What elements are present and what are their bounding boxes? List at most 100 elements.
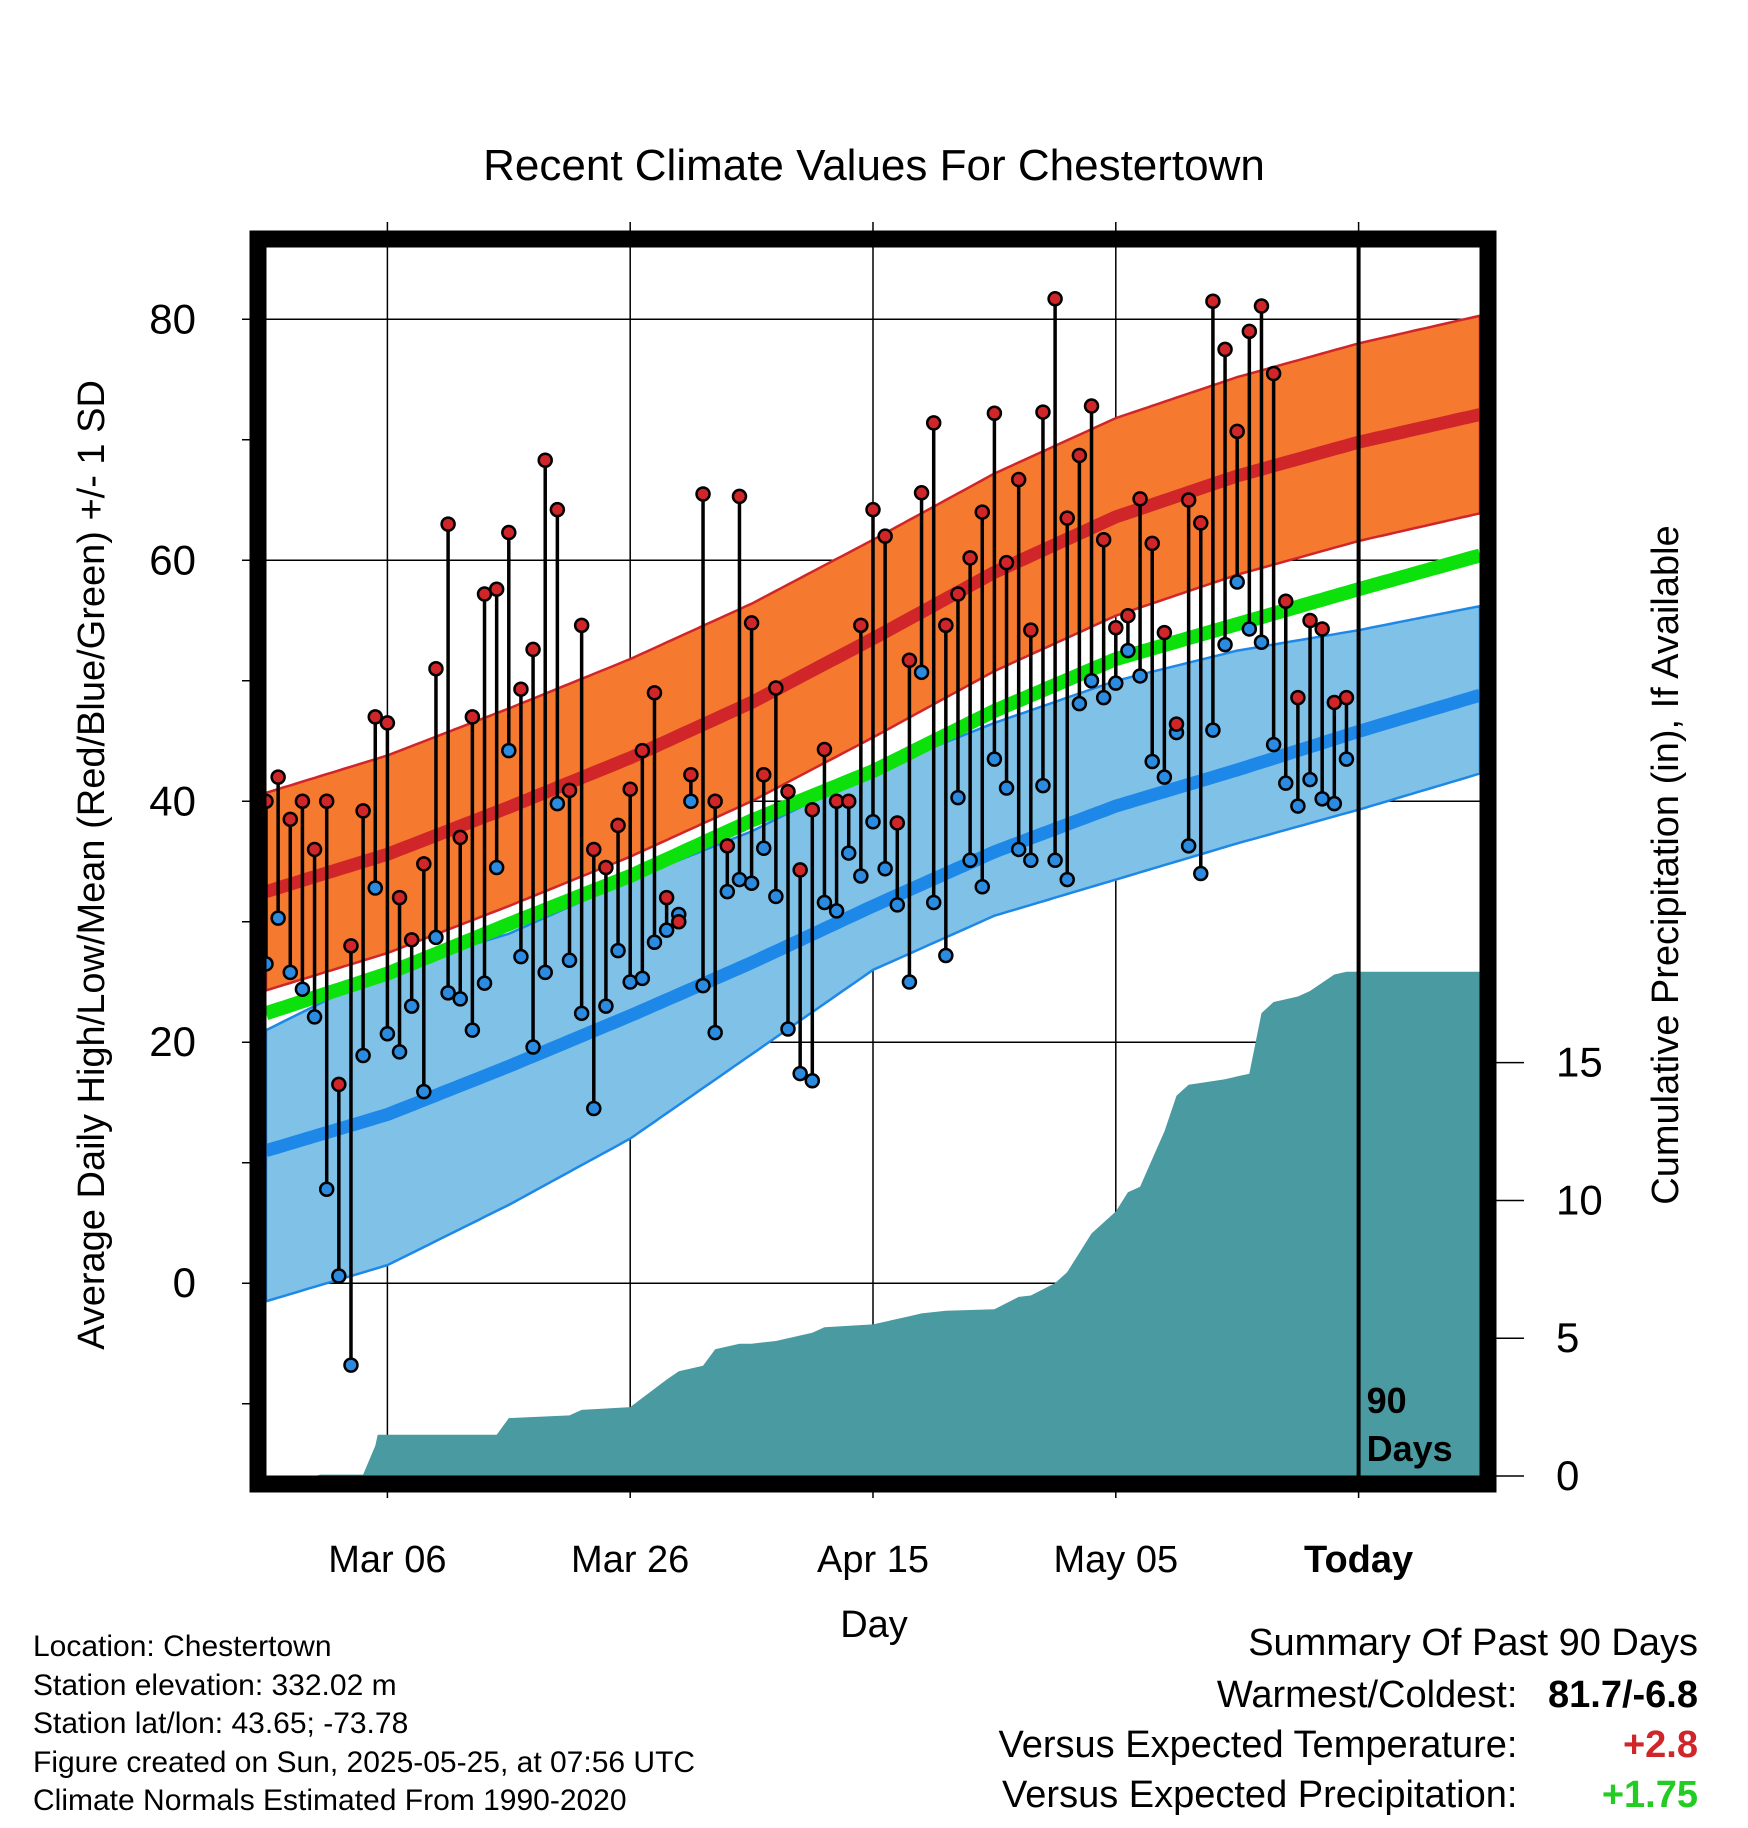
daily-high-point (573, 617, 590, 634)
daily-high-point (1071, 447, 1088, 464)
daily-high-point (355, 803, 371, 819)
daily-low-point (610, 942, 626, 959)
daily-high-point (1253, 298, 1270, 314)
daily-high-point (938, 617, 954, 634)
daily-low-point (391, 1044, 408, 1060)
daily-low-point (513, 948, 529, 965)
daily-high-point (768, 680, 784, 696)
daily-low-point (998, 780, 1015, 796)
daily-high-point (598, 859, 614, 876)
daily-low-point (428, 929, 444, 946)
daily-high-point (1180, 492, 1197, 508)
daily-low-point (343, 1357, 359, 1373)
daily-low-point (986, 751, 1003, 767)
daily-low-point (1278, 775, 1294, 791)
daily-low-point (683, 793, 699, 810)
today-days-label: Days (1367, 1428, 1453, 1469)
daily-high-point (416, 856, 432, 872)
x-tick-label: Today (1304, 1539, 1413, 1581)
daily-low-point (1302, 771, 1318, 788)
daily-high-point (731, 488, 748, 505)
daily-low-point (840, 845, 857, 861)
daily-low-point (1265, 736, 1282, 753)
daily-low-point (877, 860, 893, 877)
daily-high-point (379, 715, 396, 731)
x-tick-label: May 05 (1053, 1539, 1178, 1581)
daily-low-point (379, 1026, 396, 1042)
daily-high-point (1338, 689, 1355, 706)
daily-low-point (476, 975, 493, 991)
daily-low-point (403, 998, 420, 1014)
daily-high-point (294, 793, 311, 810)
daily-high-point (549, 501, 566, 518)
daily-low-point (1205, 722, 1221, 738)
plot-area: 90 Days Mar 06 Mar 26 Apr 15 May 05 Today 0 20 40… (149, 222, 1603, 1581)
daily-low-point (925, 894, 942, 911)
daily-high-point (743, 615, 760, 631)
precip-value: +1.75 (1601, 1774, 1698, 1816)
daily-high-point (865, 501, 881, 518)
daily-high-point (1314, 621, 1330, 637)
daily-low-point (755, 840, 772, 856)
daily-low-point (792, 1065, 808, 1082)
daily-low-point (768, 888, 784, 905)
daily-high-point (1241, 323, 1258, 340)
daily-low-point (804, 1073, 821, 1089)
daily-high-point (1302, 612, 1318, 629)
daily-low-point (416, 1083, 432, 1100)
daily-low-point (962, 852, 978, 869)
daily-low-point (1108, 675, 1124, 691)
daily-high-point (270, 769, 286, 785)
y-tick-label: 20 (149, 1018, 196, 1065)
warmest-row: Warmest/Coldest: 81.7/-6.8 (999, 1670, 1698, 1720)
summary-heading: Summary Of Past 90 Days (1248, 1622, 1698, 1664)
daily-high-point (622, 781, 638, 797)
temp-row: Versus Expected Temperature: +2.8 (999, 1720, 1698, 1770)
today-days-number: 90 (1367, 1380, 1407, 1421)
daily-high-point (755, 766, 772, 783)
y-axis-label: Average Daily High/Low/Mean (Red/Blue/Gr… (71, 380, 113, 1350)
y-tick-label: 40 (149, 777, 196, 824)
daily-low-point (1241, 621, 1258, 637)
normal-low-line (266, 688, 1480, 1157)
precip-area (266, 971, 1480, 1476)
daily-high-point (1095, 532, 1112, 548)
daily-low-point (1010, 841, 1027, 858)
daily-low-point (306, 1009, 323, 1025)
normals-text: Climate Normals Estimated From 1990-2020 (33, 1784, 627, 1817)
daily-high-point (1132, 491, 1148, 507)
daily-high-point (513, 681, 529, 697)
daily-high-point (634, 742, 651, 759)
daily-high-point (889, 815, 906, 831)
daily-low-point (719, 883, 736, 900)
daily-low-point (816, 894, 833, 911)
daily-high-point (780, 783, 796, 800)
x-tick-label: Mar 06 (328, 1539, 446, 1581)
daily-high-point (719, 838, 736, 854)
daily-high-point (1047, 291, 1063, 307)
daily-low-point (1253, 634, 1270, 650)
daily-low-point (1023, 852, 1039, 869)
daily-high-point (1144, 535, 1160, 552)
daily-high-point (974, 504, 991, 520)
daily-high-point (792, 862, 808, 878)
precip-row: Versus Expected Precipitation: +1.75 (999, 1770, 1698, 1820)
daily-low-point (1120, 642, 1136, 659)
daily-high-point (913, 485, 930, 501)
daily-high-point (853, 617, 869, 634)
warmest-label: Warmest/Coldest: (1216, 1674, 1518, 1716)
daily-low-point (452, 991, 468, 1007)
daily-low-point (1071, 695, 1088, 712)
daily-low-point (537, 964, 553, 981)
daily-high-point (391, 889, 408, 906)
daily-high-point (586, 841, 602, 858)
daily-high-point (343, 938, 359, 954)
daily-high-point (331, 1076, 347, 1093)
y-tick-label: 0 (173, 1259, 196, 1306)
daily-high-point (962, 550, 978, 566)
daily-low-point (1326, 795, 1343, 812)
daily-low-point (646, 934, 663, 950)
daily-high-point (1120, 607, 1136, 624)
daily-low-point (1338, 751, 1355, 767)
daily-low-point (331, 1268, 347, 1284)
